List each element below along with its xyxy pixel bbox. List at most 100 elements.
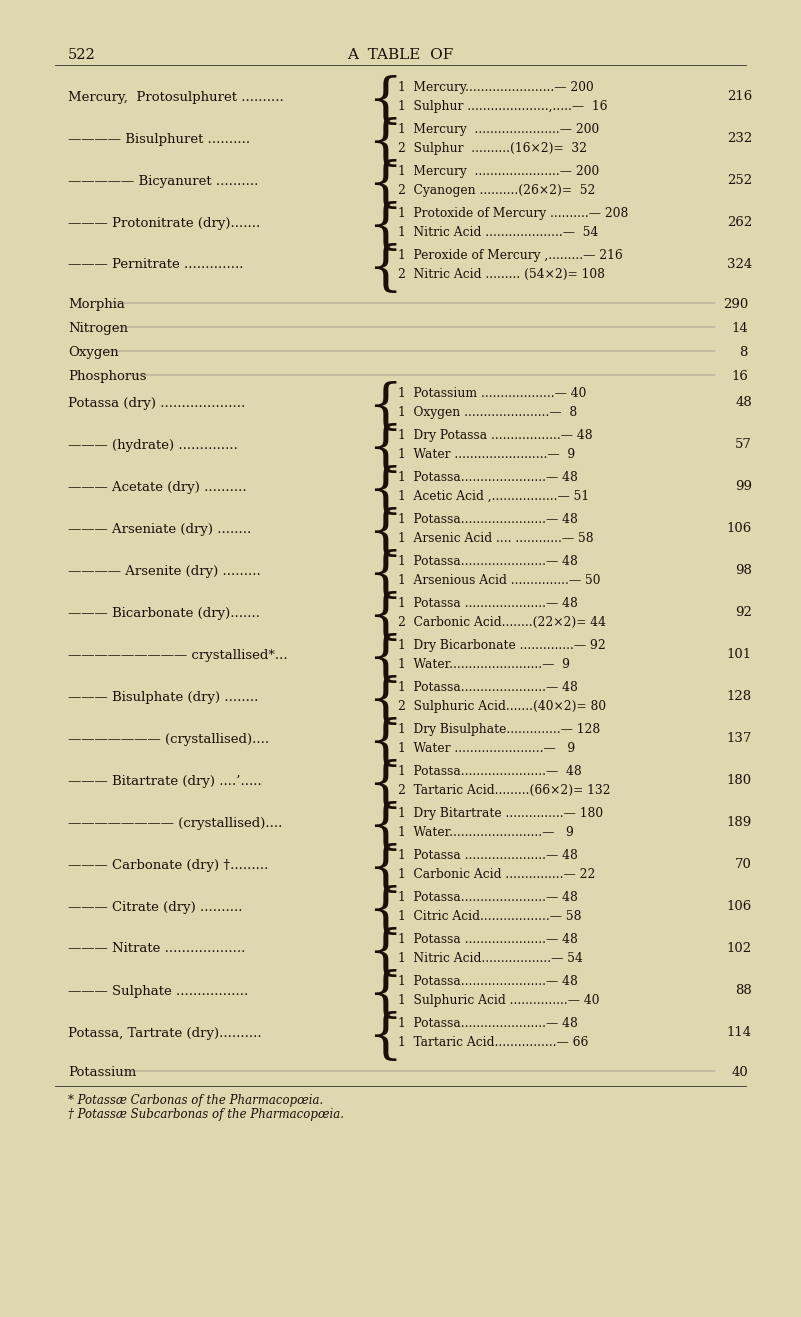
Text: ———————— (crystallised)....: ———————— (crystallised).... (68, 817, 283, 830)
Text: {: { (368, 465, 403, 518)
Text: 522: 522 (68, 47, 96, 62)
Text: 2  Tartaric Acid.........(66×2)= 132: 2 Tartaric Acid.........(66×2)= 132 (398, 784, 610, 797)
Text: 1  Dry Potassa ..................— 48: 1 Dry Potassa ..................— 48 (398, 429, 593, 443)
Text: Oxygen: Oxygen (68, 346, 119, 360)
Text: 1  Potassa .....................— 48: 1 Potassa .....................— 48 (398, 932, 578, 946)
Text: 1  Acetic Acid ,.................— 51: 1 Acetic Acid ,.................— 51 (398, 490, 589, 503)
Text: 1  Mercury.......................— 200: 1 Mercury.......................— 200 (398, 82, 594, 94)
Text: {: { (368, 507, 403, 558)
Text: 137: 137 (727, 732, 752, 745)
Text: ————————— crystallised*...: ————————— crystallised*... (68, 648, 288, 661)
Text: 1  Dry Bisulphate..............— 128: 1 Dry Bisulphate..............— 128 (398, 723, 600, 736)
Text: 290: 290 (723, 298, 748, 311)
Text: ——— Bitartrate (dry) ....’.....: ——— Bitartrate (dry) ....’..... (68, 774, 262, 788)
Text: ——————— (crystallised)....: ——————— (crystallised).... (68, 732, 269, 745)
Text: 1  Citric Acid..................— 58: 1 Citric Acid..................— 58 (398, 910, 582, 923)
Text: Phosphorus: Phosphorus (68, 370, 147, 383)
Text: 128: 128 (727, 690, 752, 703)
Text: 1  Sulphur .....................,.....—  16: 1 Sulphur .....................,.....— 1… (398, 100, 607, 113)
Text: 98: 98 (735, 565, 752, 577)
Text: {: { (368, 927, 403, 979)
Text: 1  Nitric Acid ....................—  54: 1 Nitric Acid ....................— 54 (398, 227, 598, 238)
Text: 324: 324 (727, 258, 752, 271)
Text: 99: 99 (735, 481, 752, 494)
Text: 189: 189 (727, 817, 752, 830)
Text: 1  Mercury  ......................— 200: 1 Mercury ......................— 200 (398, 122, 599, 136)
Text: 1  Dry Bitartrate ...............— 180: 1 Dry Bitartrate ...............— 180 (398, 807, 603, 820)
Text: {: { (368, 75, 403, 126)
Text: 1  Sulphuric Acid ...............— 40: 1 Sulphuric Acid ...............— 40 (398, 994, 599, 1008)
Text: A  TABLE  OF: A TABLE OF (348, 47, 453, 62)
Text: {: { (368, 202, 403, 253)
Text: 1  Potassa .....................— 48: 1 Potassa .....................— 48 (398, 849, 578, 863)
Text: {: { (368, 549, 403, 601)
Text: † Potassæ Subcarbonas of the Pharmacopœia.: † Potassæ Subcarbonas of the Pharmacopœi… (68, 1108, 344, 1121)
Text: {: { (368, 381, 403, 433)
Text: 1  Tartaric Acid................— 66: 1 Tartaric Acid................— 66 (398, 1036, 589, 1050)
Text: 1  Potassa......................— 48: 1 Potassa......................— 48 (398, 681, 578, 694)
Text: * Potassæ Carbonas of the Pharmacopœia.: * Potassæ Carbonas of the Pharmacopœia. (68, 1094, 324, 1108)
Text: {: { (368, 885, 403, 936)
Text: ——— Acetate (dry) ..........: ——— Acetate (dry) .......... (68, 481, 247, 494)
Text: {: { (368, 244, 403, 295)
Text: 1  Potassa......................— 48: 1 Potassa......................— 48 (398, 1017, 578, 1030)
Text: 252: 252 (727, 174, 752, 187)
Text: 2  Carbonic Acid........(22×2)= 44: 2 Carbonic Acid........(22×2)= 44 (398, 616, 606, 630)
Text: 1  Arsenious Acid ...............— 50: 1 Arsenious Acid ...............— 50 (398, 574, 601, 587)
Text: 1  Carbonic Acid ...............— 22: 1 Carbonic Acid ...............— 22 (398, 868, 595, 881)
Text: 106: 106 (727, 523, 752, 536)
Text: 1  Potassa......................— 48: 1 Potassa......................— 48 (398, 514, 578, 525)
Text: ——— (hydrate) ..............: ——— (hydrate) .............. (68, 439, 238, 452)
Text: 1  Potassa......................—  48: 1 Potassa......................— 48 (398, 765, 582, 778)
Text: 1  Water .......................—   9: 1 Water .......................— 9 (398, 741, 575, 755)
Text: {: { (368, 843, 403, 896)
Text: 2  Cyanogen ..........(26×2)=  52: 2 Cyanogen ..........(26×2)= 52 (398, 184, 595, 198)
Text: 1  Water........................—  9: 1 Water........................— 9 (398, 658, 570, 670)
Text: {: { (368, 159, 403, 211)
Text: 14: 14 (731, 321, 748, 335)
Text: Potassa (dry) ....................: Potassa (dry) .................... (68, 396, 245, 410)
Text: 1  Protoxide of Mercury ..........— 208: 1 Protoxide of Mercury ..........— 208 (398, 207, 628, 220)
Text: 262: 262 (727, 216, 752, 229)
Text: Potassium: Potassium (68, 1065, 136, 1079)
Text: ——— Citrate (dry) ..........: ——— Citrate (dry) .......... (68, 901, 243, 914)
Text: 1  Potassa......................— 48: 1 Potassa......................— 48 (398, 892, 578, 903)
Text: ——— Carbonate (dry) †.........: ——— Carbonate (dry) †......... (68, 859, 268, 872)
Text: ————— Bicyanuret ..........: ————— Bicyanuret .......... (68, 174, 259, 187)
Text: 16: 16 (731, 370, 748, 383)
Text: ———— Bisulphuret ..........: ———— Bisulphuret .......... (68, 133, 250, 145)
Text: 1  Peroxide of Mercury ,.........— 216: 1 Peroxide of Mercury ,.........— 216 (398, 249, 622, 262)
Text: {: { (368, 969, 403, 1021)
Text: 2  Sulphur  ..........(16×2)=  32: 2 Sulphur ..........(16×2)= 32 (398, 142, 587, 155)
Text: {: { (368, 676, 403, 727)
Text: 2  Nitric Acid ......... (54×2)= 108: 2 Nitric Acid ......... (54×2)= 108 (398, 267, 605, 281)
Text: Nitrogen: Nitrogen (68, 321, 128, 335)
Text: 1  Water........................—   9: 1 Water........................— 9 (398, 826, 574, 839)
Text: 232: 232 (727, 133, 752, 145)
Text: 102: 102 (727, 943, 752, 956)
Text: ——— Bisulphate (dry) ........: ——— Bisulphate (dry) ........ (68, 690, 259, 703)
Text: Morphia: Morphia (68, 298, 125, 311)
Text: 2  Sulphuric Acid.......(40×2)= 80: 2 Sulphuric Acid.......(40×2)= 80 (398, 701, 606, 712)
Text: {: { (368, 633, 403, 685)
Text: 8: 8 (739, 346, 748, 360)
Text: ——— Protonitrate (dry).......: ——— Protonitrate (dry)....... (68, 216, 260, 229)
Text: 1  Oxygen ......................—  8: 1 Oxygen ......................— 8 (398, 406, 578, 419)
Text: 1  Potassa......................— 48: 1 Potassa......................— 48 (398, 471, 578, 485)
Text: ——— Nitrate ...................: ——— Nitrate ................... (68, 943, 245, 956)
Text: 1  Mercury  ......................— 200: 1 Mercury ......................— 200 (398, 165, 599, 178)
Text: 1  Potassium ...................— 40: 1 Potassium ...................— 40 (398, 387, 586, 400)
Text: 106: 106 (727, 901, 752, 914)
Text: 88: 88 (735, 985, 752, 997)
Text: {: { (368, 716, 403, 769)
Text: 1  Nitric Acid..................— 54: 1 Nitric Acid..................— 54 (398, 952, 583, 965)
Text: 114: 114 (727, 1026, 752, 1039)
Text: 48: 48 (735, 396, 752, 410)
Text: ——— Arseniate (dry) ........: ——— Arseniate (dry) ........ (68, 523, 252, 536)
Text: ———— Arsenite (dry) .........: ———— Arsenite (dry) ......... (68, 565, 261, 577)
Text: 1  Arsenic Acid .... ............— 58: 1 Arsenic Acid .... ............— 58 (398, 532, 594, 545)
Text: 57: 57 (735, 439, 752, 452)
Text: ——— Bicarbonate (dry).......: ——— Bicarbonate (dry)....... (68, 607, 260, 619)
Text: 180: 180 (727, 774, 752, 788)
Text: 1  Water ........................—  9: 1 Water ........................— 9 (398, 448, 575, 461)
